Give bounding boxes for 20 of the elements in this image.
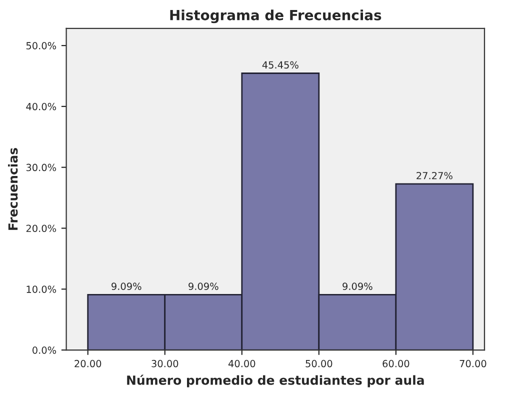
x-tick-label: 50.00 [306,360,332,368]
data-label: 45.45% [262,61,298,69]
data-label: 9.09% [188,282,218,290]
x-tick-label: 60.00 [382,360,410,368]
y-tick-label: 50.0% [26,42,56,50]
chart-title: Histograma de Frecuencias [170,10,382,24]
data-label: 9.09% [112,282,142,290]
data-label: 9.09% [342,282,372,290]
x-tick-label: 70.00 [460,360,486,368]
y-tick-label: 0.0% [32,346,56,354]
y-tick-label: 20.0% [26,224,56,232]
y-tick-label: 40.0% [26,102,56,110]
x-tick-label: 20.00 [74,360,102,368]
y-tick-label: 30.0% [26,164,56,172]
x-axis-title: Número promedio de estudiantes por aula [127,374,424,388]
y-tick-label: 10.0% [26,286,56,293]
x-tick-label: 30.00 [152,360,178,368]
y-axis-title: Frecuencias [8,148,18,230]
data-label: 27.27% [416,172,452,180]
x-tick-label: 40.00 [228,360,256,368]
